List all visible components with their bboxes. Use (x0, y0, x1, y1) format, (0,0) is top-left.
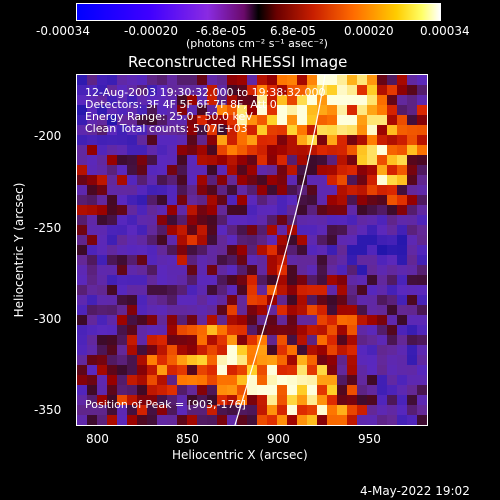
colorbar-tick-6: 0.00034 (420, 24, 470, 38)
peak-position-label: Position of Peak = [903,-176] (85, 398, 246, 411)
colorbar-tick-1: -0.00034 (36, 24, 90, 38)
plot-title: Reconstructed RHESSI Image (128, 53, 348, 71)
y-tick-2: -250 (34, 221, 62, 235)
colorbar-tick-5: 0.00020 (344, 24, 394, 38)
solar-limb-line (234, 75, 326, 425)
rhessi-image: 12-Aug-2003 19:30:32.000 to 19:38:32.000… (76, 74, 428, 426)
clean-counts-label: Clean Total counts: 5.07E+03 (85, 122, 248, 135)
footer-date: 4-May-2022 19:02 (360, 484, 470, 498)
x-tick-4: 950 (358, 432, 381, 446)
x-axis-label: Heliocentric X (arcsec) (172, 448, 308, 462)
energy-range-label: Energy Range: 25.0 - 50.0 keV (85, 110, 253, 123)
x-tick-2: 850 (176, 432, 199, 446)
rhessi-map (77, 75, 427, 425)
colorbar-tick-3: -6.8e-05 (196, 24, 247, 38)
x-tick-1: 800 (86, 432, 109, 446)
colorbar-tick-4: 6.8e-05 (270, 24, 317, 38)
time-range-label: 12-Aug-2003 19:30:32.000 to 19:38:32.000 (85, 86, 326, 99)
y-axis-label: Heliocentric Y (arcsec) (12, 182, 26, 318)
x-tick-3: 900 (267, 432, 290, 446)
y-tick-3: -300 (34, 312, 62, 326)
colorbar-units: (photons cm⁻² s⁻¹ asec⁻²) (186, 37, 328, 50)
colorbar (76, 3, 441, 21)
detectors-label: Detectors: 3F 4F 5F 6F 7F 8F, Att 0 (85, 98, 277, 111)
colorbar-tick-2: -0.00020 (124, 24, 178, 38)
y-tick-4: -350 (34, 403, 62, 417)
y-tick-1: -200 (34, 129, 62, 143)
